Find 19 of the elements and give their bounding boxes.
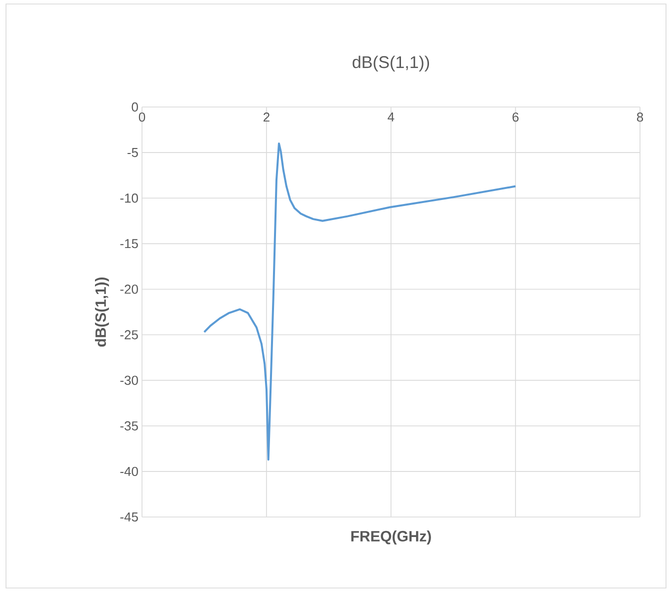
x-tick-label: 8: [636, 112, 644, 122]
y-tick-label: -40: [120, 466, 138, 476]
y-tick-label: -45: [120, 512, 138, 522]
y-tick-label: 0: [132, 102, 138, 112]
chart-title: dB(S(1,1)): [352, 56, 430, 72]
y-tick-label: -5: [128, 148, 138, 158]
x-tick-label: 2: [264, 112, 270, 122]
x-tick-label: 0: [138, 112, 146, 122]
x-tick-label: 6: [512, 112, 519, 122]
y-tick-label: -35: [120, 421, 138, 430]
y-tick-label: -10: [120, 194, 138, 203]
line-series: [203, 142, 517, 461]
y-tick-label: -25: [120, 330, 138, 340]
y-axis-title: dB(S(1,1)): [94, 277, 109, 347]
y-tick-label: -15: [120, 239, 138, 248]
y-tick-label: -30: [120, 376, 138, 385]
x-axis-title: FREQ(GHz): [351, 530, 431, 544]
x-tick-label: 4: [388, 112, 394, 122]
y-tick-label: -20: [120, 284, 138, 294]
